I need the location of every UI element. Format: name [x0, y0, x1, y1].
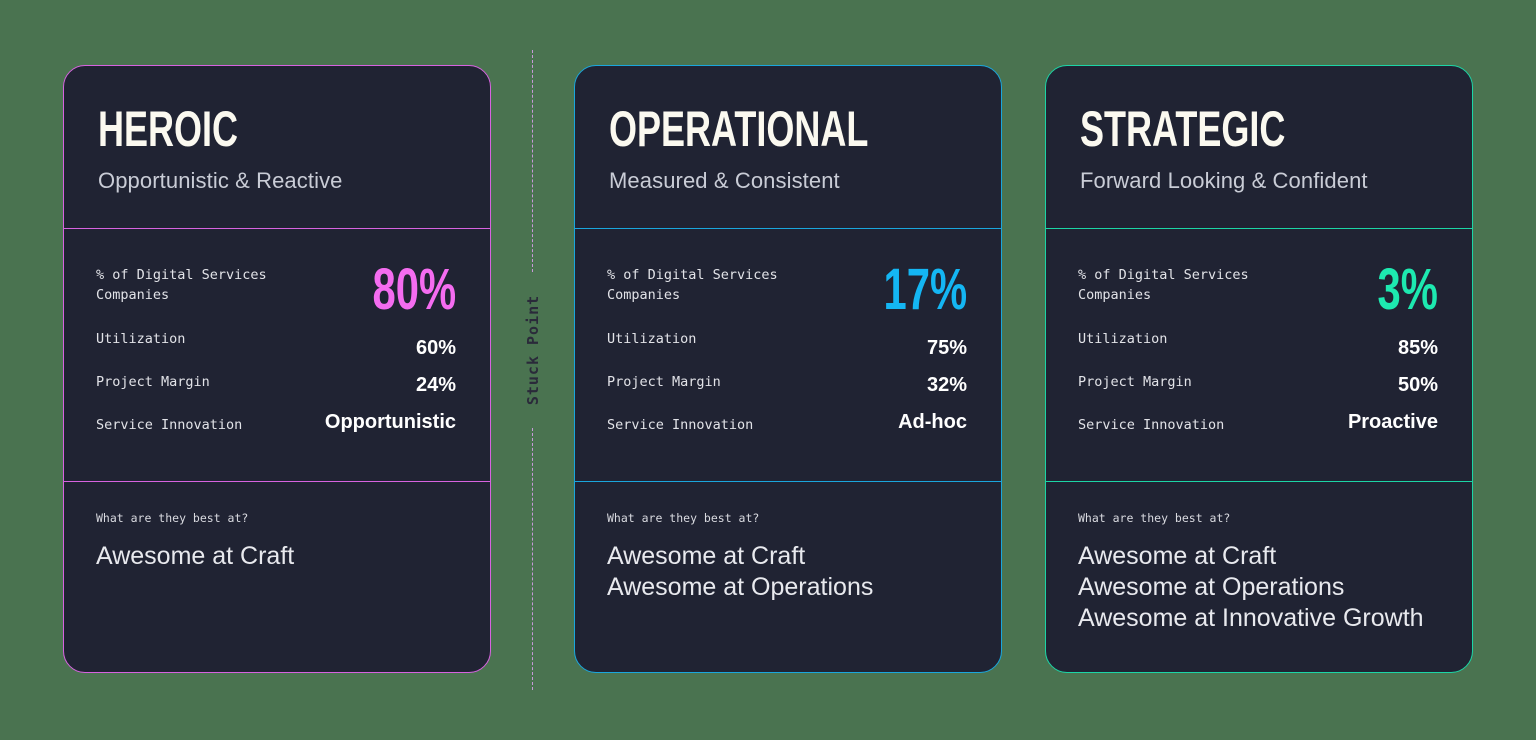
best-at-list: Awesome at Craft: [96, 541, 294, 572]
card-header: HEROIC Opportunistic & Reactive: [64, 66, 490, 229]
innovation-value: Opportunistic: [324, 411, 456, 433]
utilization-label: Utilization: [1078, 331, 1168, 347]
utilization-label: Utilization: [607, 331, 697, 347]
best-at-list: Awesome at Craft Awesome at Operations Awe…: [1078, 541, 1424, 634]
margin-label: Project Margin: [96, 374, 210, 390]
stuck-point-divider-top: [532, 50, 533, 272]
utilization-label: Utilization: [96, 331, 186, 347]
innovation-label: Service Innovation: [607, 417, 754, 433]
card-strategic: STRATEGIC Forward Looking & Confident % …: [1045, 65, 1473, 673]
innovation-value: Proactive: [1347, 411, 1438, 433]
best-at-item: Awesome at Operations: [1078, 573, 1345, 601]
innovation-value: Ad-hoc: [898, 411, 967, 433]
utilization-value: 75%: [926, 337, 967, 359]
best-at-label: What are they best at?: [1078, 511, 1231, 525]
card-title: OPERATIONAL: [609, 101, 869, 157]
metrics-section: % of Digital Services Companies 80% Util…: [64, 229, 490, 482]
utilization-value: 85%: [1397, 337, 1438, 359]
card-heroic: HEROIC Opportunistic & Reactive % of Dig…: [63, 65, 491, 673]
margin-label: Project Margin: [1078, 374, 1192, 390]
best-at-label: What are they best at?: [607, 511, 760, 525]
card-header: STRATEGIC Forward Looking & Confident: [1046, 66, 1472, 229]
best-at-item: Awesome at Innovative Growth: [1078, 604, 1424, 632]
metrics-section: % of Digital Services Companies 17% Util…: [575, 229, 1001, 482]
share-label: % of Digital Services Companies: [607, 267, 778, 303]
card-header: OPERATIONAL Measured & Consistent: [575, 66, 1001, 229]
card-title: HEROIC: [98, 101, 239, 157]
utilization-value: 60%: [415, 337, 456, 359]
best-at-item: Awesome at Operations: [607, 573, 874, 601]
share-label: % of Digital Services Companies: [96, 267, 267, 303]
margin-label: Project Margin: [607, 374, 721, 390]
share-label: % of Digital Services Companies: [1078, 267, 1249, 303]
best-at-item: Awesome at Craft: [607, 542, 806, 570]
card-subtitle: Forward Looking & Confident: [1080, 168, 1368, 193]
best-at-item: Awesome at Craft: [96, 542, 295, 570]
margin-value: 50%: [1397, 374, 1438, 396]
card-operational: OPERATIONAL Measured & Consistent % of D…: [574, 65, 1002, 673]
card-title: STRATEGIC: [1080, 101, 1286, 157]
share-value: 80%: [372, 257, 456, 322]
best-at-label: What are they best at?: [96, 511, 249, 525]
innovation-label: Service Innovation: [1078, 417, 1225, 433]
share-value: 3%: [1377, 257, 1438, 322]
innovation-label: Service Innovation: [96, 417, 243, 433]
card-subtitle: Measured & Consistent: [609, 168, 840, 193]
stuck-point-divider-bottom: [532, 428, 533, 690]
best-at-item: Awesome at Craft: [1078, 542, 1277, 570]
margin-value: 32%: [926, 374, 967, 396]
margin-value: 24%: [415, 374, 456, 396]
card-subtitle: Opportunistic & Reactive: [98, 168, 343, 193]
best-at-list: Awesome at Craft Awesome at Operations: [607, 541, 873, 603]
metrics-section: % of Digital Services Companies 3% Utili…: [1046, 229, 1472, 482]
share-value: 17%: [883, 257, 967, 322]
stuck-point-label: Stuck Point: [524, 294, 542, 406]
